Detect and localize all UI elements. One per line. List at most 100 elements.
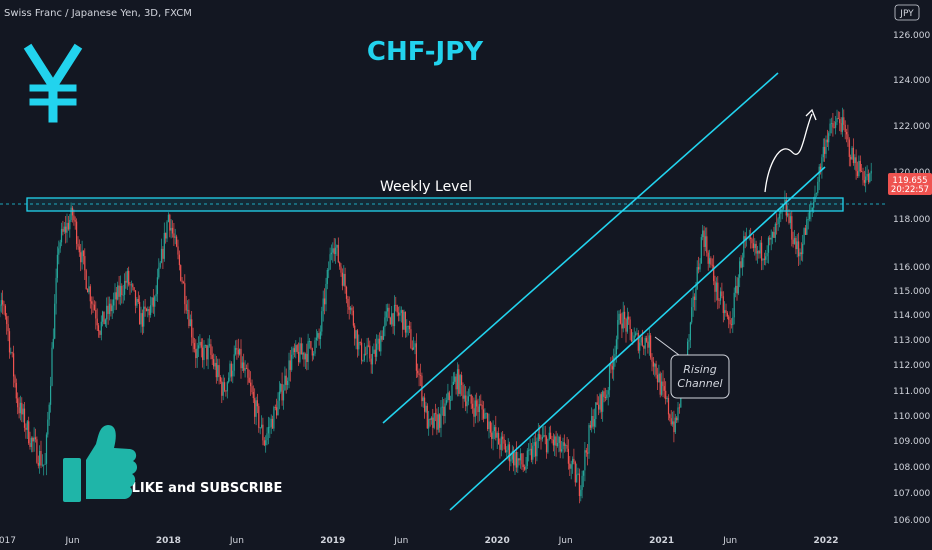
candle [677,402,679,423]
candle [282,384,285,410]
candle [266,427,268,446]
candle [295,340,297,359]
candle [859,155,861,173]
channel-lower-line[interactable] [449,166,826,511]
candle [491,422,493,449]
candle [761,236,763,271]
candle [528,443,530,462]
candle [452,372,454,385]
rising-channel-callout[interactable] [670,354,730,399]
candle [391,306,393,327]
candle [858,155,860,178]
candle [815,192,817,198]
candle [262,417,264,446]
candle [824,138,826,162]
candle [555,430,557,457]
candle [856,161,859,178]
projection-arrow [764,113,813,193]
candle [160,238,163,264]
candle [589,420,591,431]
candle [199,334,201,349]
candle [32,436,34,453]
x-tick-label: Jun [393,536,408,546]
candle [455,373,457,395]
candle [318,328,320,346]
candle [184,274,186,314]
candle [408,320,411,333]
candle [28,416,30,445]
candle [852,138,854,166]
candle [373,343,375,354]
candle [417,363,419,378]
candle [66,213,68,243]
candle [835,116,837,135]
candle [4,304,6,320]
candle [26,420,28,439]
candle [403,309,405,330]
current-price-tag[interactable] [888,173,932,195]
candle [358,334,360,356]
candle [525,457,527,474]
candle [792,231,794,248]
candle [719,287,722,305]
candle [200,338,202,358]
current-price-value: 119.655 [892,176,927,186]
candle [828,131,830,151]
candle [99,330,101,338]
candle [228,372,230,384]
candle [639,334,641,359]
candle [495,415,497,441]
candle [700,234,702,264]
candle [867,169,870,185]
candle [406,319,408,338]
weekly-level-box[interactable] [26,197,844,212]
candle [673,410,675,443]
candle [265,435,267,453]
candle [819,163,822,175]
candle [102,310,104,327]
candle [22,404,24,423]
candle [259,427,261,435]
time-axis[interactable]: 2017 Jun 2018 Jun 2019 Jun 2020 Jun 2021 Jun 2022 [0,536,839,546]
candle [291,346,293,372]
candle [580,485,582,502]
candle [11,351,13,358]
candle [481,400,483,420]
candle [655,360,657,379]
candle [363,342,365,362]
candle [499,438,501,459]
candle [125,271,127,289]
candle [74,216,76,230]
candle [239,348,241,356]
candle [718,298,720,309]
candle [269,417,271,438]
cta-label: LIKE and SUBSCRIBE [132,481,283,496]
candle [524,464,526,471]
candle [313,351,315,360]
candle [552,433,554,452]
candle [707,250,709,271]
candle [844,120,846,140]
candle [737,274,739,296]
callout-line1: Rising [683,363,716,376]
candle [41,454,43,467]
currency-badge[interactable] [894,4,920,21]
candle [188,299,190,329]
candle [121,283,123,304]
countdown-timer: 20:22:57 [891,185,929,195]
candle [422,396,424,408]
candle [556,433,559,448]
candle [88,276,90,295]
candle [692,289,694,317]
candle [478,395,480,422]
candle [96,308,98,331]
candle [367,337,369,348]
candle [551,435,553,444]
candle [145,307,148,312]
candle [695,282,697,311]
channel-upper-line[interactable] [382,72,779,424]
candle [136,297,138,308]
candle [846,128,848,143]
candle [756,246,759,264]
